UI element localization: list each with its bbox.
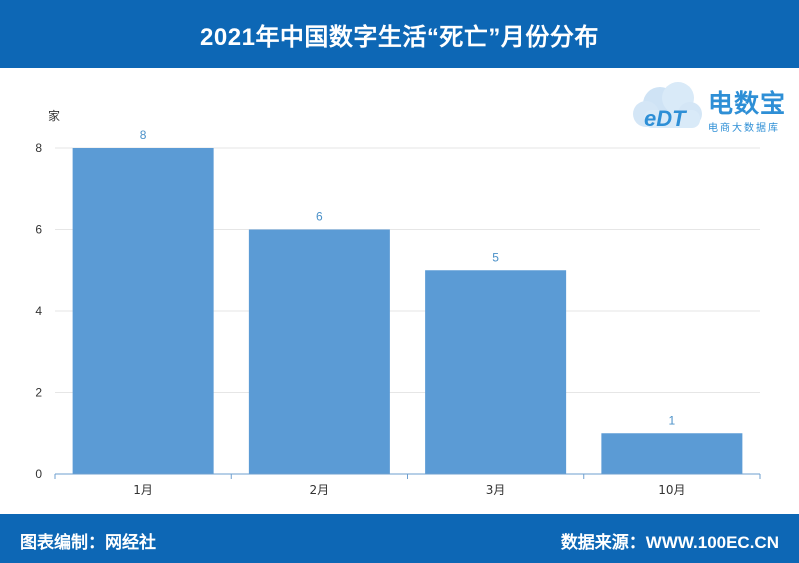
data-label: 1 — [669, 413, 676, 427]
logo-tagline: 电商大数据库 — [708, 123, 780, 134]
logo-mark-text: eDT — [644, 106, 687, 131]
cloud-base — [644, 110, 700, 128]
bar — [601, 433, 743, 474]
footer-source: 数据来源：WWW.100EC.CN — [560, 533, 779, 552]
bar — [72, 148, 214, 474]
y-tick-label: 6 — [35, 223, 42, 237]
bar — [425, 270, 567, 474]
y-tick-label: 2 — [35, 386, 42, 400]
data-label: 8 — [140, 128, 147, 142]
x-tick-label: 3月 — [486, 483, 506, 497]
bar-chart: 0 2 4 6 8 家 8 1月 6 2月 5 3月 1 10月 — [35, 108, 761, 497]
data-label: 5 — [492, 250, 499, 264]
chart-title-banner: 2021年中国数字生活“死亡”月份分布 — [0, 0, 799, 68]
footer-editor: 图表编制：网经社 — [20, 533, 156, 552]
chart-title: 2021年中国数字生活“死亡”月份分布 — [200, 23, 599, 51]
data-label: 6 — [316, 210, 323, 224]
cloud-logo-icon: eDT — [633, 82, 702, 131]
x-tick-label: 1月 — [133, 483, 153, 497]
y-tick-label: 8 — [35, 141, 42, 155]
logo: eDT 电数宝 电商大数据库 — [630, 74, 795, 136]
x-tick-label: 2月 — [310, 483, 330, 497]
footer-banner: 图表编制：网经社 数据来源：WWW.100EC.CN — [0, 514, 799, 563]
x-tick-label: 10月 — [658, 483, 685, 497]
bar — [248, 229, 390, 474]
y-tick-label: 4 — [35, 304, 42, 318]
logo-name: 电数宝 — [708, 90, 787, 118]
y-tick-label: 0 — [35, 467, 42, 481]
y-axis-label: 家 — [48, 108, 60, 123]
